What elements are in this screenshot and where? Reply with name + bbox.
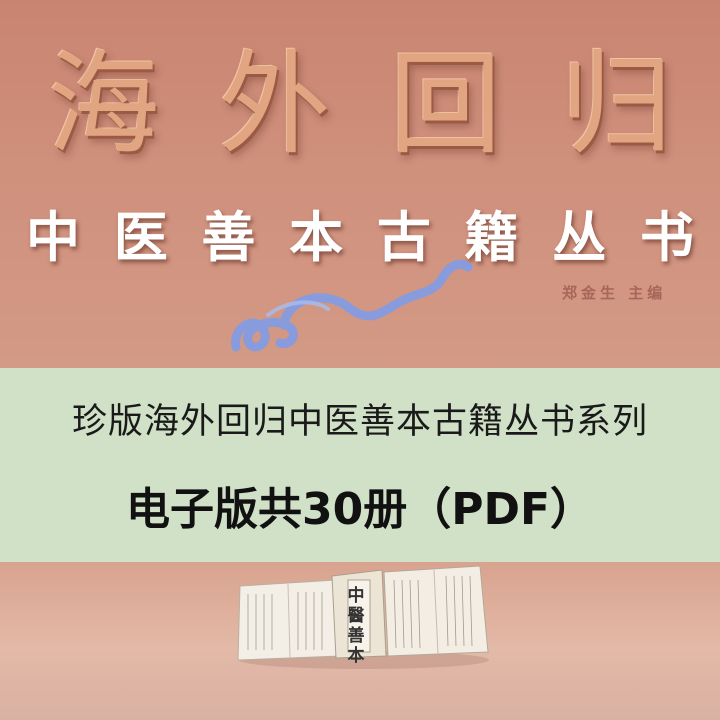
subtitle-char: 医 [113,206,168,269]
subtitle-char: 书 [639,206,694,269]
main-title: 海 外 回 归 [0,40,720,170]
cover-top-background [0,0,720,368]
cloud-ornament-icon [231,259,473,352]
main-title-char: 归 [560,40,673,170]
main-title-char: 外 [218,40,331,170]
subtitle-char: 古 [376,206,431,269]
book-cover-label: 中醫善本 [347,586,365,666]
open-books-image [237,565,489,669]
subtitle-char: 善 [201,206,256,269]
series-title: 珍版海外回归中医善本古籍丛书系列 [71,402,648,442]
subtitle-char: 丛 [552,206,607,269]
main-title-char: 回 [389,40,502,170]
promo-banner [0,368,720,562]
main-title-char: 海 [47,40,160,170]
edition-note: 电子版共30册（PDF） [125,484,595,535]
subtitle-char: 中 [26,206,80,269]
subtitle-char: 籍 [464,206,519,269]
editor-credit: 郑金生 主编 [562,284,667,302]
subtitle: 中 医 善 本 古 籍 丛 书 [26,205,694,271]
subtitle-char: 本 [289,206,344,269]
